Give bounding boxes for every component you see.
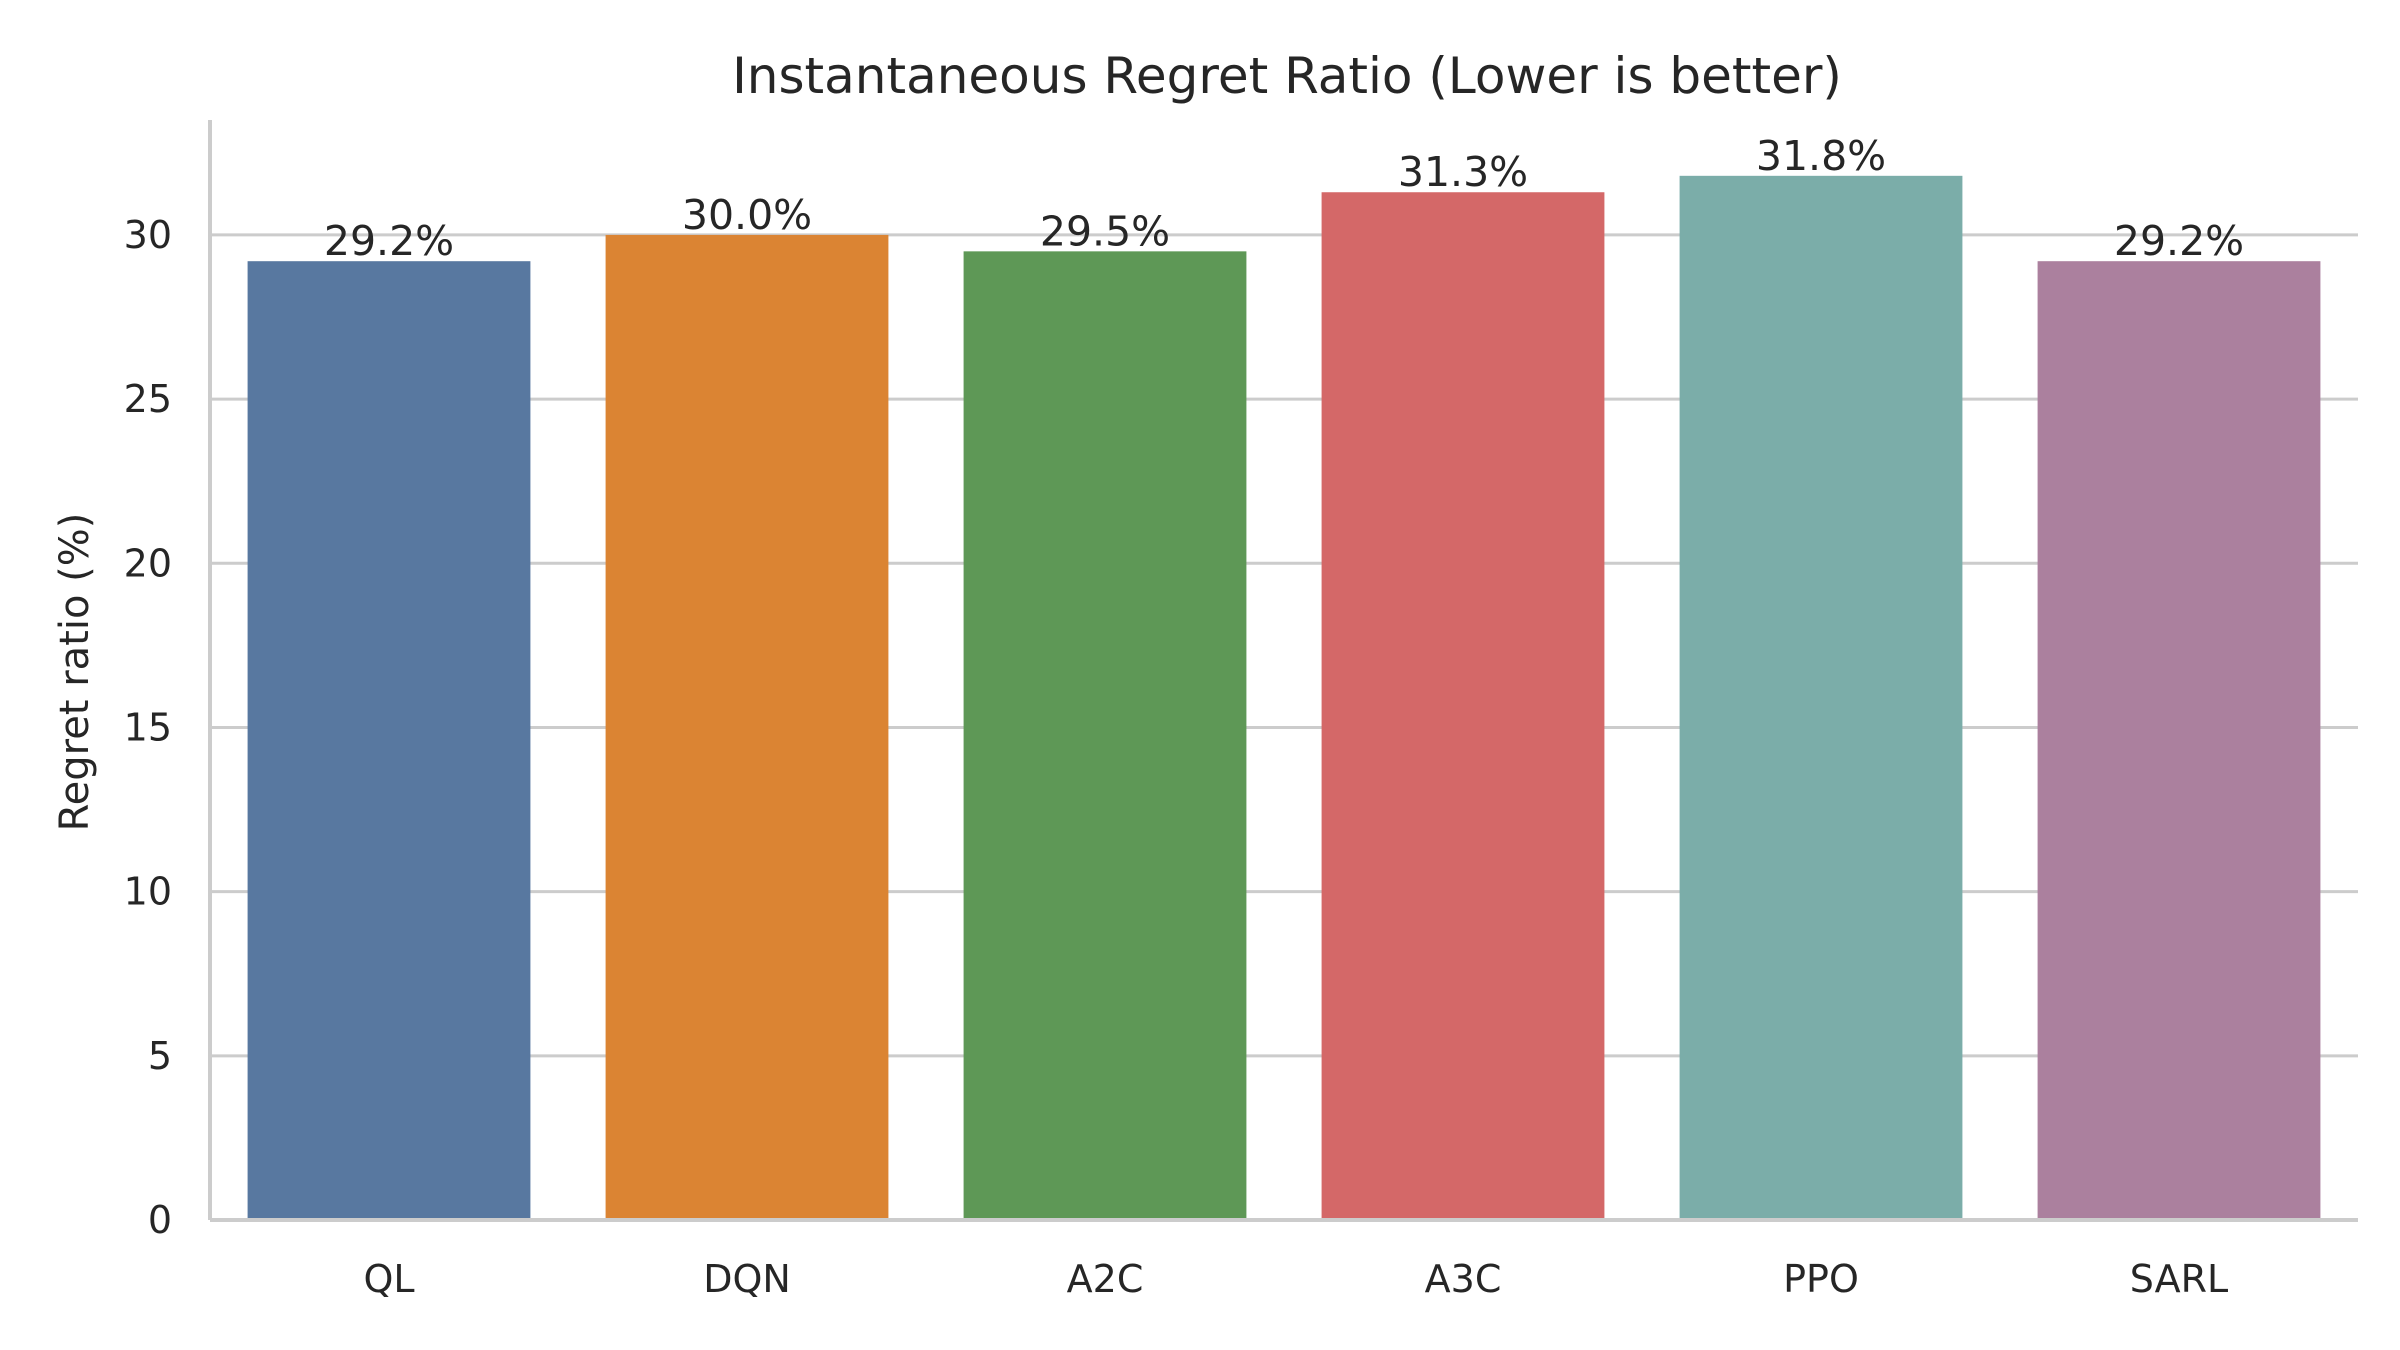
y-tick-label: 25: [124, 377, 172, 421]
x-tick-label: SARL: [2130, 1257, 2228, 1301]
bar-dqn: [605, 234, 889, 1221]
gridlines: [210, 233, 2358, 1058]
data-label: 29.2%: [2114, 217, 2244, 265]
x-tick-label: A3C: [1425, 1257, 1502, 1301]
data-label: 30.0%: [682, 191, 812, 239]
y-tick-label: 30: [124, 213, 172, 257]
y-tick-label: 20: [124, 541, 172, 585]
chart-title: Instantaneous Regret Ratio (Lower is bet…: [732, 47, 1842, 105]
data-labels: 29.2% 30.0% 29.5% 31.3% 31.8% 29.2%: [324, 132, 2244, 265]
axes: [208, 120, 2358, 1222]
x-tick-label: PPO: [1783, 1257, 1859, 1301]
bar-sarl: [2037, 261, 2321, 1220]
x-tick-label: A2C: [1067, 1257, 1144, 1301]
data-label: 31.8%: [1756, 132, 1886, 180]
y-tick-label: 10: [124, 870, 172, 914]
data-label: 31.3%: [1398, 148, 1528, 196]
x-tick-label: QL: [363, 1257, 414, 1301]
data-label: 29.2%: [324, 217, 454, 265]
bar-a3c: [1321, 192, 1605, 1221]
y-tick-label: 15: [124, 705, 172, 749]
data-label: 29.5%: [1040, 207, 1170, 255]
bar-ppo: [1679, 175, 1963, 1220]
x-tick-label: DQN: [703, 1257, 791, 1301]
bars: [247, 175, 2321, 1221]
bar-ql: [247, 261, 531, 1220]
x-tick-labels: QL DQN A2C A3C PPO SARL: [363, 1257, 2228, 1301]
y-tick-label: 5: [148, 1034, 172, 1078]
y-tick-labels: 0 5 10 15 20 25 30: [124, 213, 172, 1242]
y-tick-label: 0: [148, 1198, 172, 1242]
bar-a2c: [963, 251, 1247, 1221]
y-axis-label: Regret ratio (%): [52, 513, 98, 832]
